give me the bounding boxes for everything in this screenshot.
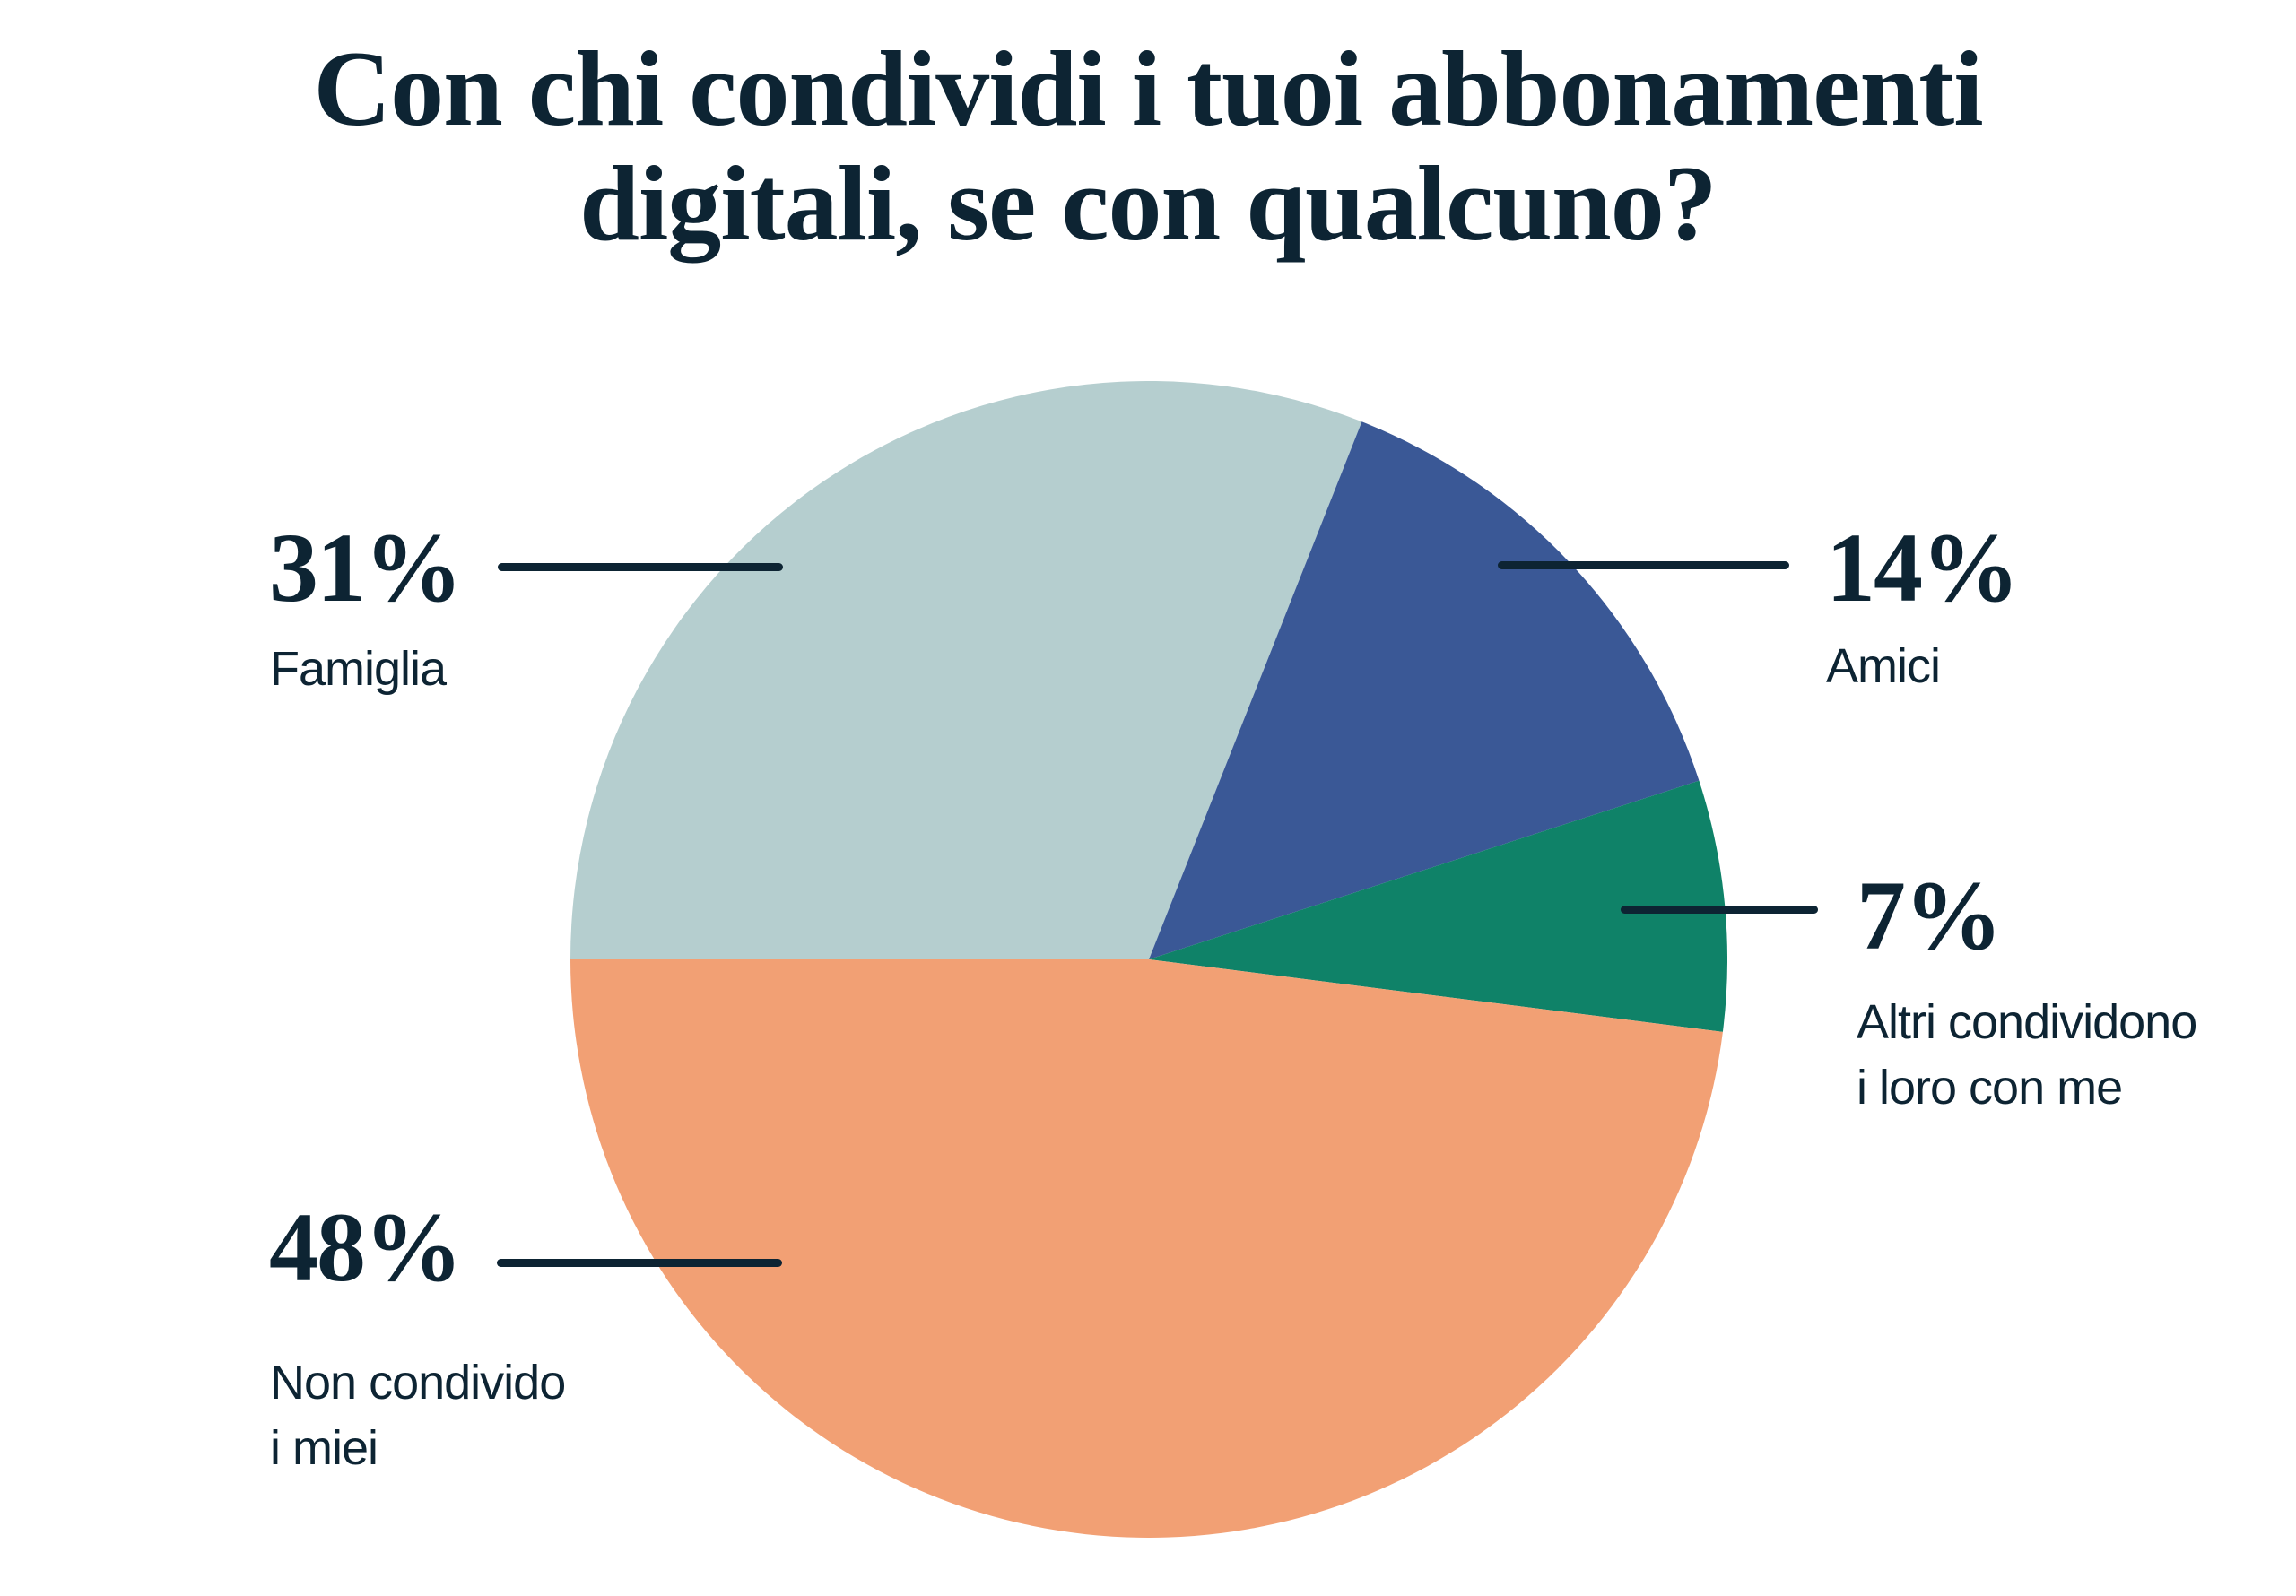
slice-label-altri-line1: Altri condividono [1857,995,2197,1049]
slice-label-famiglia: Famiglia [270,637,447,702]
value-label-altri: 7% [1857,861,2003,970]
pie-chart [570,381,1727,1538]
slice-label-non-condivido: Non condivido i miei [270,1350,566,1481]
chart-title-line2: digitali, se con qualcuno? [579,143,1718,263]
pie-slice-amici [1149,421,1700,959]
value-label-non-condivido: 48% [269,1193,463,1302]
value-label-amici: 14% [1826,513,2020,622]
chart-title-line1: Con chi condividi i tuoi abbonamenti [313,29,1983,148]
pie-chart-svg [570,381,1727,1538]
pie-slice-altri-condividono-i-loro-con-me [1149,780,1727,1032]
leader-line-famiglia [498,563,783,571]
slice-label-famiglia-line1: Famiglia [270,642,447,696]
pie-slice-non-condivido-i-miei [570,959,1723,1538]
slice-label-amici: Amici [1826,634,1941,699]
leader-line-amici [1498,561,1789,569]
leader-line-non-condivido [497,1259,782,1267]
slice-label-altri: Altri condividono i loro con me [1857,990,2197,1121]
slice-label-non-condivido-line2: i miei [270,1421,378,1475]
slice-label-altri-line2: i loro con me [1857,1061,2123,1115]
slice-label-non-condivido-line1: Non condivido [270,1356,566,1410]
pie-slice-famiglia [570,381,1362,959]
chart-title: Con chi condividi i tuoi abbonamenti dig… [0,31,2296,261]
slice-label-amici-line1: Amici [1826,639,1941,693]
leader-line-altri [1621,906,1818,914]
value-label-famiglia: 31% [269,513,463,622]
